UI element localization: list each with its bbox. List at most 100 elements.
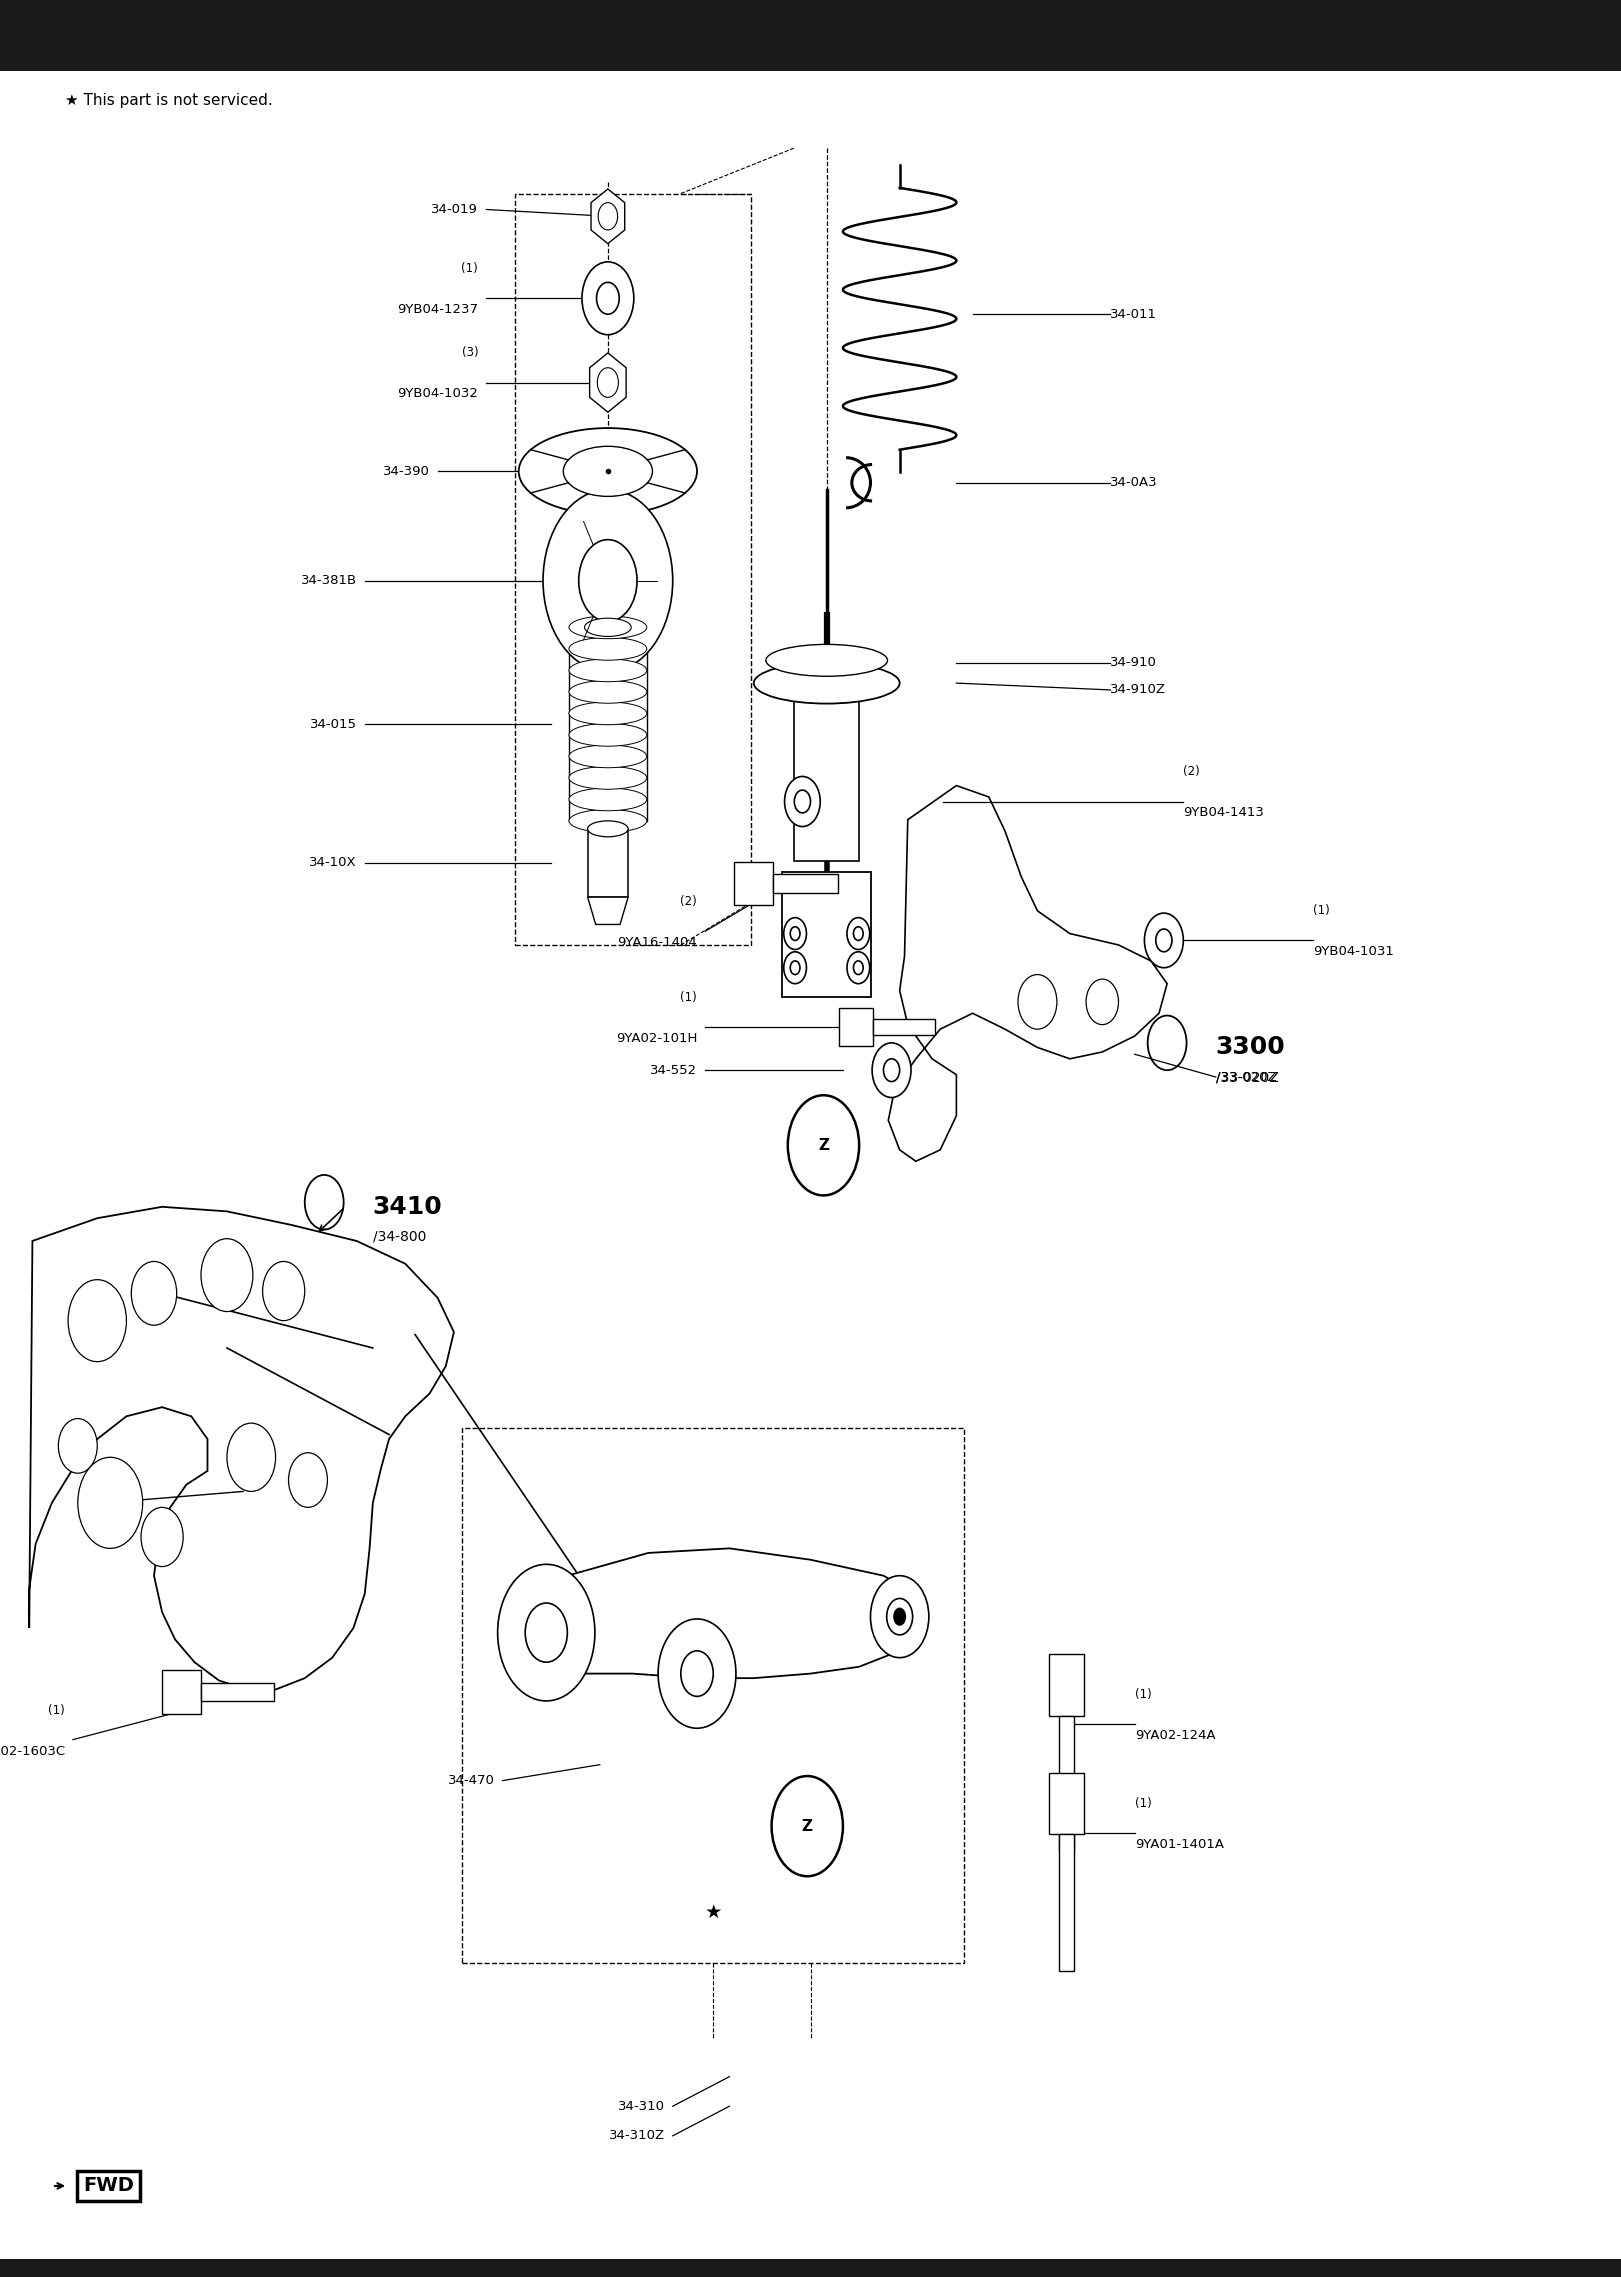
Text: 9YB04-1032: 9YB04-1032 xyxy=(397,387,478,401)
Text: (1): (1) xyxy=(1135,1797,1151,1810)
Text: 34-381B: 34-381B xyxy=(300,574,357,587)
Bar xyxy=(872,1018,934,1034)
Circle shape xyxy=(870,1576,929,1658)
Circle shape xyxy=(598,203,618,230)
Ellipse shape xyxy=(564,446,652,496)
Text: Z: Z xyxy=(819,1138,828,1152)
Bar xyxy=(1049,1653,1084,1717)
Text: /34-800: /34-800 xyxy=(373,1230,426,1243)
Polygon shape xyxy=(590,353,626,412)
Circle shape xyxy=(201,1239,253,1312)
Circle shape xyxy=(785,918,807,950)
Ellipse shape xyxy=(569,767,647,790)
Circle shape xyxy=(1086,979,1118,1025)
Text: 34-015: 34-015 xyxy=(310,717,357,731)
Text: /33-020Z: /33-020Z xyxy=(1216,1070,1276,1084)
Circle shape xyxy=(1144,913,1183,968)
Text: 34-10X: 34-10X xyxy=(310,856,357,870)
Text: 34-910: 34-910 xyxy=(1110,656,1157,669)
Bar xyxy=(462,1428,964,1963)
Text: (1): (1) xyxy=(462,262,478,276)
Circle shape xyxy=(597,282,619,314)
Circle shape xyxy=(525,1603,567,1662)
Text: (3): (3) xyxy=(462,346,478,360)
Circle shape xyxy=(68,1280,126,1362)
Polygon shape xyxy=(29,1207,454,1690)
Circle shape xyxy=(853,961,862,975)
Text: 34-019: 34-019 xyxy=(431,203,478,216)
Circle shape xyxy=(658,1619,736,1728)
Bar xyxy=(781,872,872,997)
Text: 34-390: 34-390 xyxy=(383,465,430,478)
Text: 34-552: 34-552 xyxy=(650,1063,697,1077)
Ellipse shape xyxy=(569,724,647,747)
Circle shape xyxy=(78,1457,143,1548)
Circle shape xyxy=(58,1419,97,1473)
Ellipse shape xyxy=(569,745,647,767)
Text: FWD: FWD xyxy=(83,2177,135,2195)
Ellipse shape xyxy=(587,822,629,836)
Ellipse shape xyxy=(569,681,647,704)
Ellipse shape xyxy=(569,658,647,681)
Circle shape xyxy=(853,927,862,940)
Text: (1): (1) xyxy=(1313,904,1329,918)
Text: (2): (2) xyxy=(681,895,697,909)
Polygon shape xyxy=(592,189,624,244)
Bar xyxy=(734,861,773,906)
Ellipse shape xyxy=(585,617,631,635)
Ellipse shape xyxy=(569,615,647,638)
Circle shape xyxy=(498,1564,595,1701)
Bar xyxy=(1049,1772,1084,1835)
Text: /33-020Z: /33-020Z xyxy=(1216,1070,1279,1084)
Text: 34-0A3: 34-0A3 xyxy=(1110,476,1157,490)
Circle shape xyxy=(1156,929,1172,952)
Text: 3410: 3410 xyxy=(373,1195,443,1218)
Ellipse shape xyxy=(569,808,647,831)
Text: 9YA02-1603C: 9YA02-1603C xyxy=(0,1744,65,1758)
Text: 9YB04-1031: 9YB04-1031 xyxy=(1313,945,1394,959)
Circle shape xyxy=(785,776,820,827)
Bar xyxy=(201,1683,274,1701)
Text: ★ This part is not serviced.: ★ This part is not serviced. xyxy=(65,93,272,107)
Text: 34-470: 34-470 xyxy=(447,1774,494,1787)
Circle shape xyxy=(681,1651,713,1696)
Ellipse shape xyxy=(569,701,647,724)
Text: Z: Z xyxy=(802,1819,812,1833)
Circle shape xyxy=(883,1059,900,1082)
Bar xyxy=(1060,1717,1075,1853)
Text: (2): (2) xyxy=(1183,765,1200,779)
Circle shape xyxy=(887,1598,913,1635)
Text: 9YB04-1413: 9YB04-1413 xyxy=(1183,806,1264,820)
Text: 9YA02-124A: 9YA02-124A xyxy=(1135,1728,1216,1742)
Polygon shape xyxy=(511,1548,924,1678)
Circle shape xyxy=(263,1261,305,1321)
Circle shape xyxy=(846,918,869,950)
Text: 34-910Z: 34-910Z xyxy=(1110,683,1167,697)
Text: 9YA02-101H: 9YA02-101H xyxy=(616,1031,697,1045)
Text: (1): (1) xyxy=(681,990,697,1004)
Circle shape xyxy=(846,952,869,984)
Text: ★: ★ xyxy=(705,1904,721,1922)
Text: 34-310: 34-310 xyxy=(618,2099,665,2113)
Circle shape xyxy=(141,1507,183,1567)
Circle shape xyxy=(785,952,807,984)
Circle shape xyxy=(289,1453,327,1507)
Circle shape xyxy=(791,927,801,940)
Ellipse shape xyxy=(569,788,647,811)
Bar xyxy=(515,194,751,945)
Circle shape xyxy=(543,490,673,672)
Circle shape xyxy=(227,1423,276,1491)
Text: 3300: 3300 xyxy=(1216,1036,1285,1059)
Text: 9YA16-1404: 9YA16-1404 xyxy=(618,936,697,950)
Bar xyxy=(0,0,1621,71)
Text: 34-310Z: 34-310Z xyxy=(608,2129,665,2143)
Polygon shape xyxy=(587,897,629,924)
Bar xyxy=(773,874,838,893)
Bar xyxy=(840,1009,874,1045)
Bar xyxy=(587,829,629,897)
Text: 9YA01-1401A: 9YA01-1401A xyxy=(1135,1838,1224,1851)
Circle shape xyxy=(131,1261,177,1325)
Circle shape xyxy=(893,1608,906,1626)
Ellipse shape xyxy=(519,428,697,515)
Ellipse shape xyxy=(767,644,888,676)
